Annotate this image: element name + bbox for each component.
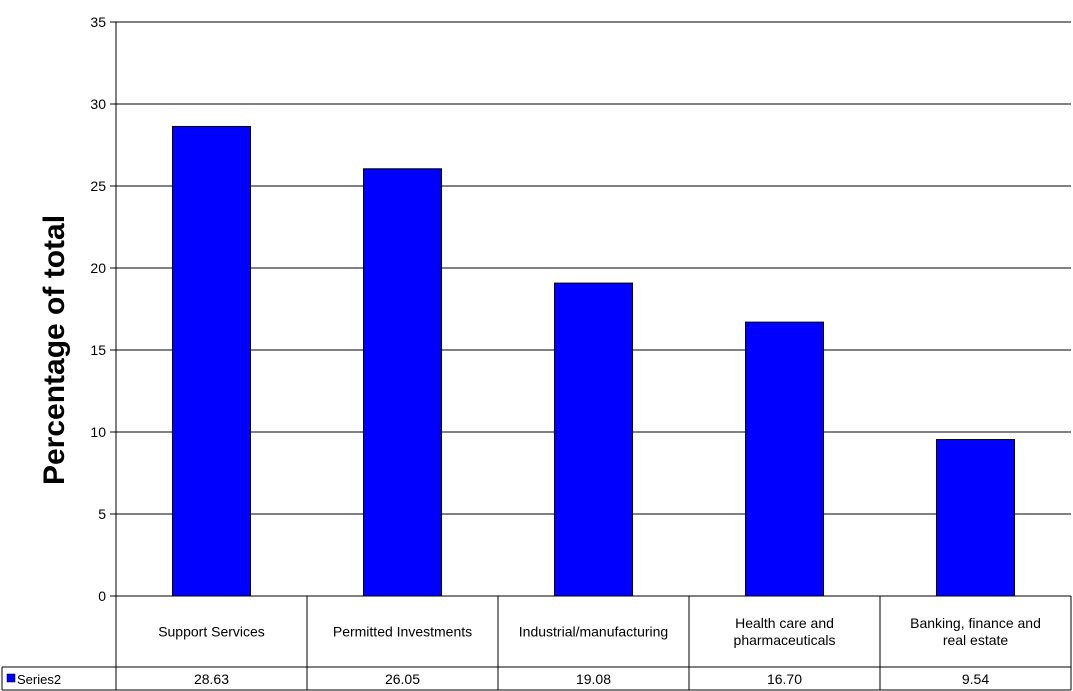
y-tick-label: 20 [90,260,106,276]
y-tick-label: 35 [90,14,106,30]
category-label: Health care and pharmaceuticals [734,615,836,648]
bar [554,282,633,597]
category-label: Permitted Investments [333,624,472,640]
category-label: Industrial/manufacturing [519,624,668,640]
y-tick-label: 25 [90,178,106,194]
y-tick-labels: 0 5 10 15 20 25 30 35 [90,14,106,604]
bar [936,439,1015,597]
bars [172,125,1015,597]
data-table: Support Services Permitted Investments Ind… [1,596,1072,691]
y-axis-label: Percentage of total [38,215,71,485]
y-tick-label: 10 [90,424,106,440]
legend-series-name: Series2 [17,672,61,687]
data-table-value: 28.63 [194,671,229,687]
data-table-value: 19.08 [576,671,611,687]
y-tick-label: 15 [90,342,106,358]
axes [110,21,1071,690]
legend-swatch [6,673,16,683]
category-label: Support Services [158,624,265,640]
bar [745,321,824,597]
data-table-value: 26.05 [385,671,420,687]
data-table-value: 9.54 [962,671,989,687]
y-tick-label: 5 [98,506,106,522]
y-tick-label: 0 [98,588,106,604]
data-table-value: 16.70 [767,671,802,687]
y-tick-label: 30 [90,96,106,112]
bar [363,168,442,597]
bar [172,125,251,597]
category-label: Banking, finance and real estate [910,615,1041,648]
